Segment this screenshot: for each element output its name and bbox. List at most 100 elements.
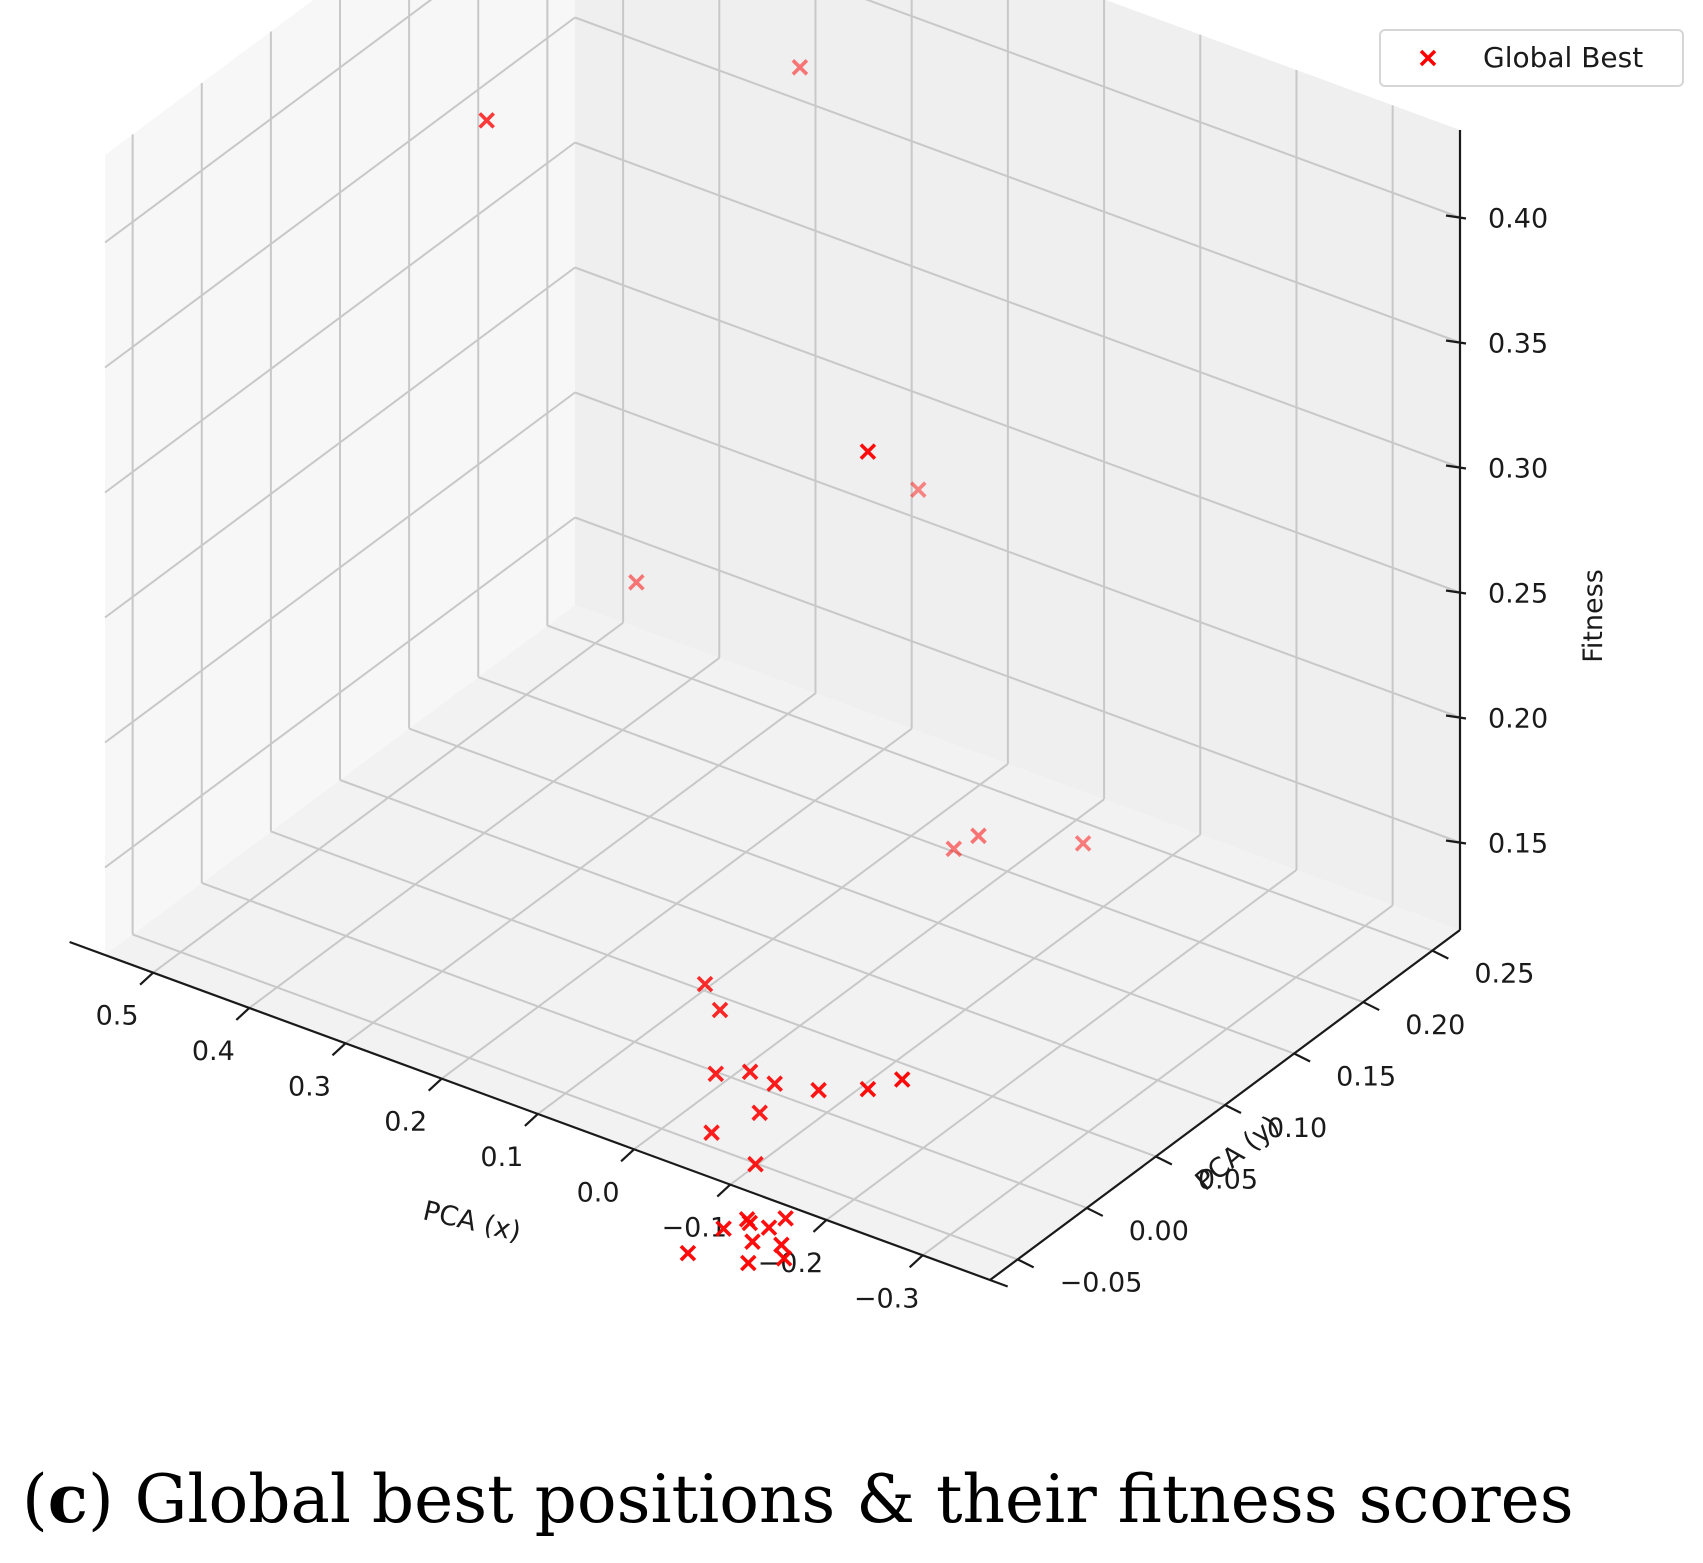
x-tick-mark — [716, 1183, 732, 1198]
y-tick-label: 0.00 — [1129, 1216, 1189, 1247]
grid-line-z-left — [104, 266, 576, 619]
marker-stroke — [715, 1220, 732, 1237]
caption-letter: c — [47, 1460, 88, 1538]
data-point — [741, 1063, 759, 1081]
legend-marker — [1419, 49, 1437, 67]
marker-stroke — [751, 1104, 768, 1122]
z-tick-label: 0.15 — [1488, 829, 1548, 860]
grid-line-z-back — [574, 391, 1461, 719]
marker-stroke — [1074, 835, 1092, 852]
x-tick-label: 0.4 — [192, 1036, 235, 1067]
data-point — [810, 1081, 827, 1099]
grid-line-z-back — [574, 16, 1461, 344]
data-point — [478, 112, 495, 129]
z-tick-label: 0.40 — [1488, 204, 1548, 235]
grid-line-y-floor — [201, 882, 1088, 1209]
y-tick-label: 0.10 — [1267, 1113, 1327, 1144]
grid-lines — [104, 0, 1461, 1261]
x-tick-label: 0.2 — [384, 1107, 427, 1138]
data-point — [751, 1104, 768, 1122]
marker-stroke — [893, 1071, 911, 1088]
data-point — [945, 840, 963, 858]
z-tick-mark — [1445, 714, 1467, 720]
y-tick-label: −0.05 — [1060, 1267, 1143, 1298]
x-tick-mark — [235, 1007, 251, 1021]
marker-stroke — [707, 1065, 725, 1083]
caption-text: ) Global best positions & their fitness … — [87, 1461, 1574, 1538]
y-tick-label: 0.20 — [1405, 1010, 1465, 1041]
grid-line-z-left — [104, 516, 576, 869]
x-axis-label: PCA (x) — [420, 1195, 524, 1248]
marker-stroke — [910, 481, 927, 498]
caption-paren: ( — [22, 1461, 48, 1538]
data-point — [893, 1071, 911, 1088]
data-point — [859, 1080, 877, 1098]
data-point — [744, 1233, 761, 1250]
grid-line-z-back — [864, 0, 1461, 219]
grid-line-y-floor — [132, 933, 1018, 1261]
legend-box — [1379, 29, 1684, 87]
marker-stroke — [760, 1219, 778, 1236]
marker-stroke — [1074, 835, 1092, 852]
marker-stroke — [775, 1250, 793, 1267]
legend: Global Best — [1379, 29, 1684, 87]
grid-line-z-left — [104, 141, 576, 494]
data-point — [760, 1219, 778, 1236]
grid-line-y-floor — [270, 830, 1157, 1158]
data-point — [738, 1211, 756, 1228]
data-point — [711, 1001, 729, 1019]
x-tick-mark — [812, 1219, 828, 1233]
y-tick-label: 0.25 — [1474, 959, 1534, 990]
z-tick-label: 0.35 — [1488, 329, 1548, 360]
marker-stroke — [766, 1075, 783, 1092]
data-point — [777, 1210, 794, 1227]
x-tick-label: −0.1 — [661, 1213, 727, 1244]
marker-stroke — [859, 443, 877, 460]
grid-line-z-left — [104, 391, 576, 744]
x-tick-label: 0.3 — [288, 1071, 331, 1102]
data-point — [679, 1244, 697, 1262]
z-tick-mark — [1445, 464, 1467, 470]
figure-caption: (c) Global best positions & their fitnes… — [22, 1460, 1574, 1538]
data-point — [773, 1236, 790, 1254]
marker-stroke — [711, 1001, 729, 1019]
marker-stroke — [747, 1155, 764, 1173]
data-point — [707, 1065, 725, 1083]
y-tick-mark — [1224, 1104, 1242, 1114]
y-tick-mark — [1155, 1155, 1173, 1166]
marker-stroke — [773, 1236, 790, 1254]
marker-stroke — [810, 1081, 827, 1099]
y-tick-label: 0.15 — [1336, 1062, 1396, 1093]
data-point — [859, 443, 877, 460]
tick-labels: −0.3−0.2−0.10.00.10.20.30.40.5−0.050.000… — [96, 204, 1549, 1315]
y-tick-mark — [1086, 1206, 1104, 1217]
z-tick-mark — [1445, 339, 1467, 345]
grid-line-y-floor — [408, 727, 1295, 1055]
x-tick-label: 0.1 — [480, 1142, 523, 1173]
back-pane — [575, 0, 1460, 930]
marker-stroke — [738, 1211, 756, 1228]
marker-stroke — [910, 481, 927, 498]
y-tick-mark — [1293, 1052, 1311, 1063]
z-tick-mark — [1445, 839, 1467, 845]
x-tick-label: −0.3 — [854, 1283, 920, 1314]
x-tick-mark — [908, 1254, 924, 1269]
grid-line-z-back — [574, 141, 1461, 469]
legend-label: Global Best — [1483, 41, 1643, 74]
data-point — [766, 1075, 783, 1092]
x-axis-line — [69, 940, 1009, 1288]
data-point — [747, 1155, 764, 1173]
marker-stroke — [744, 1233, 761, 1250]
grid-line-z-left — [104, 0, 433, 244]
scatter-3d-chart: −0.3−0.2−0.10.00.10.20.30.40.5−0.050.000… — [69, 0, 1684, 1315]
z-tick-label: 0.20 — [1488, 704, 1548, 735]
data-point — [715, 1220, 732, 1237]
y-tick-mark — [1431, 949, 1449, 960]
z-tick-label: 0.25 — [1488, 579, 1548, 610]
grid-line-z-back — [574, 516, 1461, 844]
z-tick-mark — [1445, 589, 1467, 595]
grid-line-z-back — [574, 266, 1461, 594]
z-tick-label: 0.30 — [1488, 454, 1548, 485]
data-point — [910, 481, 927, 498]
marker-stroke — [777, 1210, 794, 1227]
